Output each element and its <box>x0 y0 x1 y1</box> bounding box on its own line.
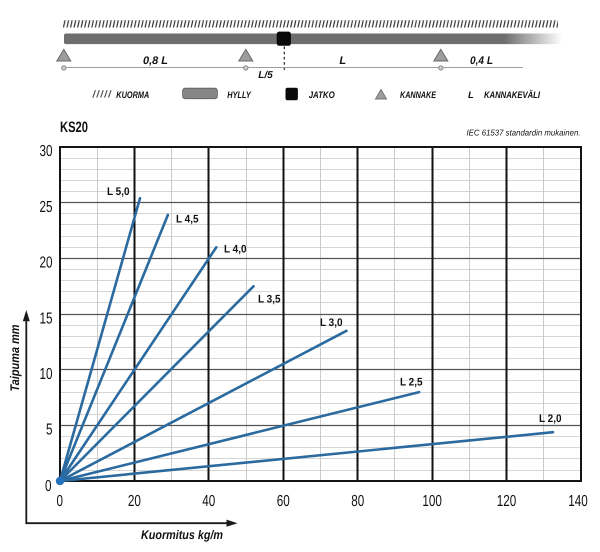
svg-text:0: 0 <box>45 478 52 495</box>
svg-text:L 3,0: L 3,0 <box>320 317 343 329</box>
svg-text:IEC 61537 standardin mukainen.: IEC 61537 standardin mukainen. <box>467 128 581 138</box>
svg-text:KANNAKEVÄLI: KANNAKEVÄLI <box>484 89 540 101</box>
svg-text:L 2,5: L 2,5 <box>400 377 423 389</box>
svg-text:25: 25 <box>40 199 53 216</box>
svg-text:10: 10 <box>40 366 53 383</box>
svg-text:80: 80 <box>351 493 364 510</box>
svg-text:KS20: KS20 <box>60 119 88 136</box>
svg-text:0,4 L: 0,4 L <box>470 55 493 67</box>
svg-text:L 4,0: L 4,0 <box>224 244 247 256</box>
svg-text:0: 0 <box>56 493 63 510</box>
svg-text:Taipuma mm: Taipuma mm <box>8 325 22 392</box>
svg-text:0,8 L: 0,8 L <box>143 55 168 67</box>
svg-text:HYLLY: HYLLY <box>227 90 252 101</box>
svg-text:20: 20 <box>40 255 53 272</box>
svg-text:JATKO: JATKO <box>309 90 335 101</box>
svg-text:20: 20 <box>128 493 141 510</box>
svg-text:KUORMA: KUORMA <box>116 90 149 101</box>
svg-text:30: 30 <box>40 143 53 160</box>
svg-text:15: 15 <box>40 310 53 327</box>
svg-text:60: 60 <box>277 493 290 510</box>
svg-text:100: 100 <box>422 493 442 510</box>
svg-text:L/5: L/5 <box>258 70 273 81</box>
svg-text:5: 5 <box>46 422 53 439</box>
svg-text:40: 40 <box>202 493 215 510</box>
svg-text:L: L <box>339 55 346 67</box>
svg-text:L 3,5: L 3,5 <box>258 294 281 306</box>
svg-text:L 4,5: L 4,5 <box>176 214 199 226</box>
svg-text:KANNAKE: KANNAKE <box>400 90 437 101</box>
svg-text:140: 140 <box>568 493 588 510</box>
svg-text:L 5,0: L 5,0 <box>107 186 130 198</box>
svg-text:L: L <box>468 90 474 101</box>
svg-text:Kuormitus kg/m: Kuormitus kg/m <box>141 528 223 542</box>
svg-text:120: 120 <box>497 493 517 510</box>
svg-text:L 2,0: L 2,0 <box>539 413 562 425</box>
